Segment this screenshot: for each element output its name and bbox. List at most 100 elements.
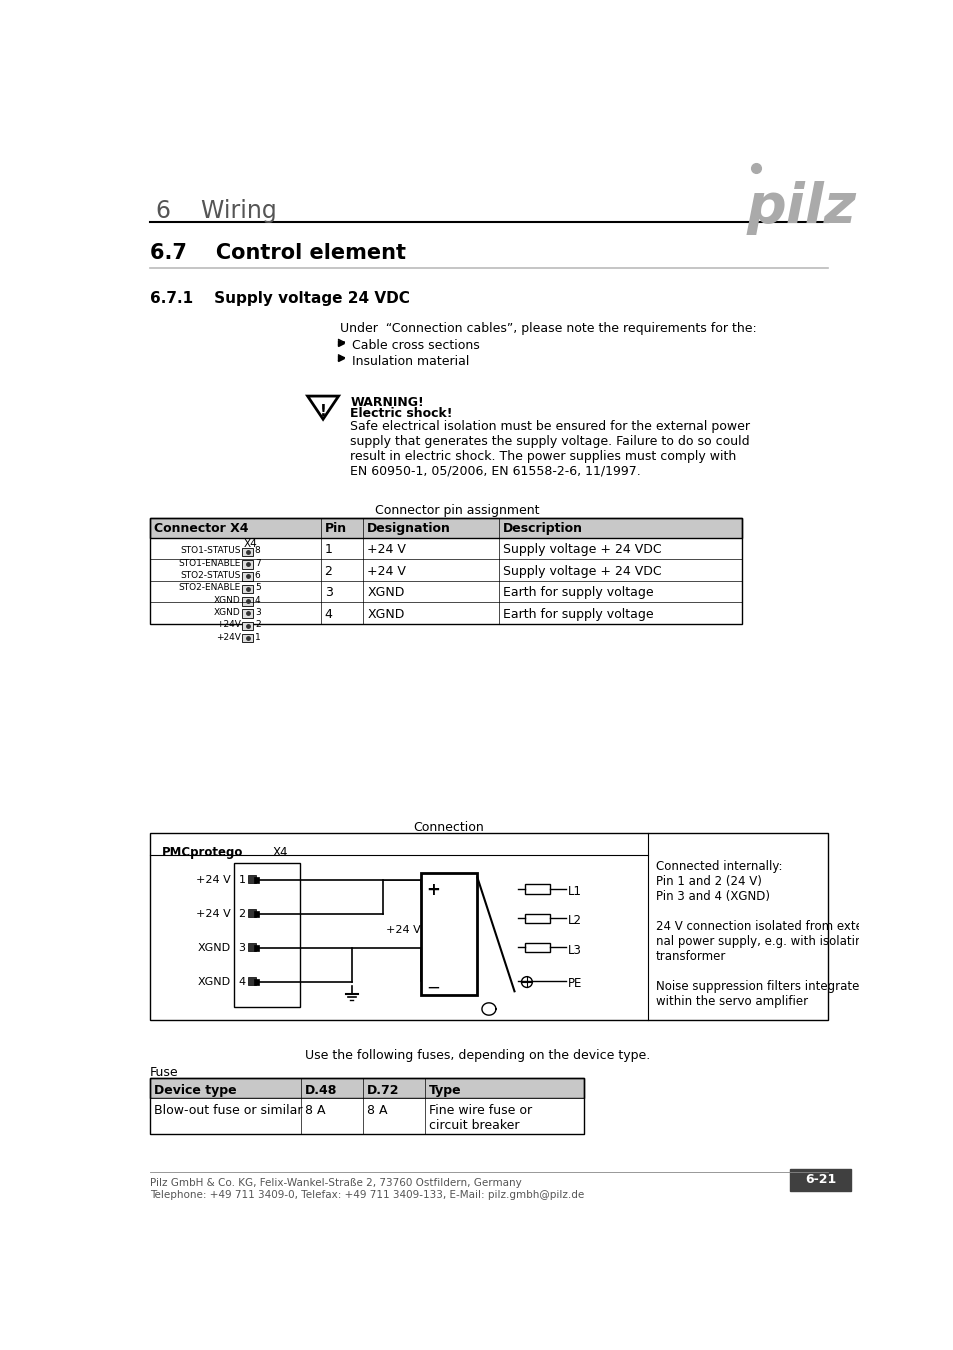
Bar — [253, 979, 258, 986]
Text: XGND: XGND — [197, 977, 231, 987]
Text: 7: 7 — [254, 559, 260, 567]
Bar — [242, 609, 253, 618]
Text: Use the following fuses, depending on the device type.: Use the following fuses, depending on th… — [305, 1049, 650, 1062]
Bar — [248, 875, 255, 883]
Text: XGND: XGND — [214, 595, 241, 605]
Text: Type: Type — [429, 1084, 461, 1096]
Text: D.48: D.48 — [305, 1084, 337, 1096]
Bar — [242, 548, 253, 556]
Text: Description: Description — [502, 522, 582, 536]
Text: WARNING!: WARNING! — [350, 396, 423, 409]
Text: STO2-STATUS: STO2-STATUS — [180, 571, 241, 580]
Text: D.72: D.72 — [367, 1084, 399, 1096]
Text: 2: 2 — [238, 910, 246, 919]
Text: Supply voltage + 24 VDC: Supply voltage + 24 VDC — [502, 543, 660, 556]
Text: +24 V: +24 V — [196, 875, 231, 886]
Text: Safe electrical isolation must be ensured for the external power
supply that gen: Safe electrical isolation must be ensure… — [350, 420, 749, 478]
Text: +24 V: +24 V — [367, 564, 406, 578]
Text: X4: X4 — [273, 845, 288, 859]
Bar — [525, 884, 550, 894]
Text: Supply voltage + 24 VDC: Supply voltage + 24 VDC — [502, 564, 660, 578]
Text: STO2-ENABLE: STO2-ENABLE — [178, 583, 241, 593]
Text: Fine wire fuse or
circuit breaker: Fine wire fuse or circuit breaker — [429, 1104, 532, 1133]
Text: STO1-ENABLE: STO1-ENABLE — [178, 559, 241, 567]
Text: Blow-out fuse or similar: Blow-out fuse or similar — [154, 1104, 302, 1118]
Text: +24V: +24V — [215, 633, 241, 641]
Text: 6: 6 — [254, 571, 260, 580]
Bar — [525, 914, 550, 923]
Text: Insulation material: Insulation material — [352, 355, 469, 367]
Text: 3: 3 — [324, 586, 333, 599]
Text: 6.7    Control element: 6.7 Control element — [150, 243, 406, 263]
Text: Designation: Designation — [367, 522, 451, 536]
Text: Earth for supply voltage: Earth for supply voltage — [502, 586, 653, 599]
Text: Pilz GmbH & Co. KG, Felix-Wankel-Straße 2, 73760 Ostfildern, Germany
Telephone: : Pilz GmbH & Co. KG, Felix-Wankel-Straße … — [150, 1179, 584, 1200]
Text: XGND: XGND — [214, 608, 241, 617]
Bar — [790, 1169, 850, 1191]
Text: Earth for supply voltage: Earth for supply voltage — [502, 608, 653, 621]
Text: Under  “Connection cables”, please note the requirements for the:: Under “Connection cables”, please note t… — [340, 323, 756, 335]
Bar — [150, 1079, 583, 1134]
Text: Pin: Pin — [324, 522, 346, 536]
Text: −: − — [426, 979, 439, 996]
Bar — [253, 945, 258, 952]
Bar — [525, 942, 550, 952]
Bar — [233, 863, 299, 1007]
Text: pilz: pilz — [746, 181, 856, 235]
Bar — [248, 976, 255, 986]
Bar — [248, 942, 255, 952]
Text: STO1-STATUS: STO1-STATUS — [180, 547, 241, 555]
Text: Connector X4: Connector X4 — [154, 522, 249, 536]
Text: !: ! — [319, 404, 326, 418]
Text: 3: 3 — [238, 944, 245, 953]
Text: 6-21: 6-21 — [804, 1173, 836, 1187]
Text: 4: 4 — [254, 595, 260, 605]
Bar — [150, 1079, 583, 1099]
Bar — [242, 560, 253, 568]
Text: 1: 1 — [324, 543, 333, 556]
Text: 4: 4 — [324, 608, 333, 621]
Text: 4: 4 — [238, 977, 246, 987]
Text: Device type: Device type — [154, 1084, 236, 1096]
Bar — [150, 1099, 583, 1134]
Text: 1: 1 — [238, 875, 245, 886]
Bar — [242, 585, 253, 593]
Text: +: + — [426, 882, 439, 899]
Text: 2: 2 — [254, 620, 260, 629]
Text: L1: L1 — [567, 886, 581, 898]
Text: 5: 5 — [254, 583, 260, 593]
Text: 8 A: 8 A — [305, 1104, 325, 1118]
Text: +24V: +24V — [215, 620, 241, 629]
Text: 8 A: 8 A — [367, 1104, 387, 1118]
Bar — [253, 878, 258, 883]
Bar — [242, 597, 253, 606]
Text: Fuse: Fuse — [150, 1066, 178, 1079]
Text: XGND: XGND — [197, 944, 231, 953]
Text: X4: X4 — [243, 539, 256, 549]
Bar — [253, 911, 258, 918]
Text: XGND: XGND — [367, 586, 404, 599]
Text: 6    Wiring: 6 Wiring — [156, 198, 277, 223]
Text: 3: 3 — [254, 608, 260, 617]
Bar — [248, 909, 255, 918]
Text: Connected internally:
Pin 1 and 2 (24 V)
Pin 3 and 4 (XGND)

24 V connection iso: Connected internally: Pin 1 and 2 (24 V)… — [655, 860, 870, 1008]
Text: L3: L3 — [567, 944, 581, 957]
Text: 1: 1 — [254, 633, 260, 641]
Bar — [242, 572, 253, 580]
Text: XGND: XGND — [367, 608, 404, 621]
Text: L2: L2 — [567, 914, 581, 927]
Bar — [242, 634, 253, 643]
Text: Connection: Connection — [414, 821, 484, 834]
Text: Cable cross sections: Cable cross sections — [352, 339, 479, 352]
Text: 2: 2 — [324, 564, 333, 578]
Text: +24 V: +24 V — [385, 925, 420, 936]
Text: PMCprotego: PMCprotego — [162, 845, 243, 859]
Bar — [421, 873, 476, 995]
Text: +24 V: +24 V — [196, 910, 231, 919]
Bar — [242, 622, 253, 630]
Text: Connector pin assignment: Connector pin assignment — [375, 504, 539, 517]
Bar — [150, 833, 827, 1019]
Text: Electric shock!: Electric shock! — [350, 406, 453, 420]
Text: +24 V: +24 V — [367, 543, 406, 556]
Bar — [150, 518, 741, 624]
